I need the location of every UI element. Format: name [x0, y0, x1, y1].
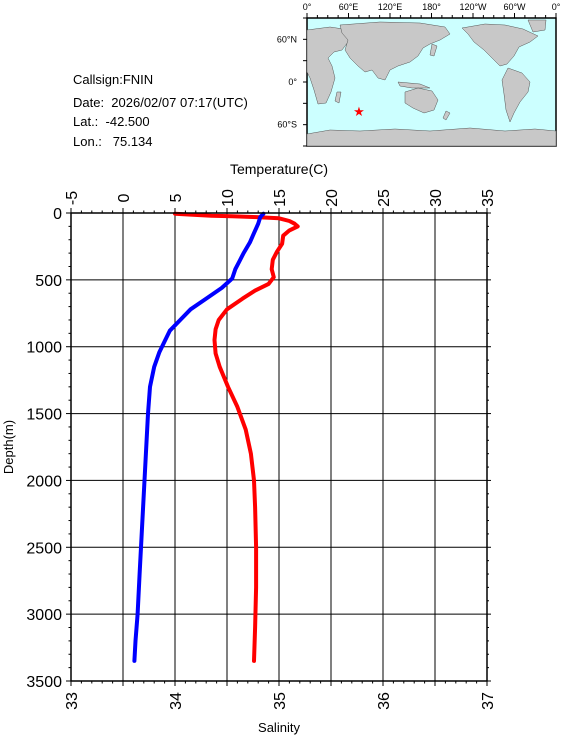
temperature-tick-label: 0 — [116, 193, 133, 202]
x-bottom-axis-title: Salinity — [258, 720, 300, 735]
map-latitude-label: 0° — [288, 77, 297, 87]
map-longitude-label: 60°W — [503, 2, 526, 12]
map-ticks — [303, 13, 557, 147]
map-latitude-labels: 60°N 0° 60°S — [277, 34, 298, 129]
salinity-tick-label: 35 — [272, 692, 289, 710]
map-longitude-label: 180° — [422, 2, 441, 12]
depth-tick-label: 500 — [35, 273, 62, 290]
temperature-tick-label: 15 — [272, 189, 289, 207]
date-label: Date: 2026/02/07 07:17(UTC) — [73, 95, 248, 110]
temperature-tick-label: 20 — [324, 189, 341, 207]
temperature-profile-line — [173, 211, 300, 663]
map-longitude-label: 60°E — [339, 2, 359, 12]
salinity-tick-label: 36 — [376, 692, 393, 710]
depth-tick-label: 0 — [53, 206, 62, 223]
profile-series — [132, 211, 300, 663]
salinity-tick-label: 33 — [64, 692, 81, 710]
temperature-tick-label: 5 — [168, 193, 185, 202]
temperature-tick-label: 35 — [480, 189, 497, 207]
callsign-label: Callsign:FNIN — [73, 72, 154, 87]
map-longitude-labels: 0° 60°E 120°E 180° 120°W 60°W 0° — [303, 2, 561, 12]
map-longitude-label: 0° — [552, 2, 561, 12]
map-land — [306, 19, 557, 147]
depth-tick-label: 1500 — [26, 407, 62, 424]
depth-tick-label: 3000 — [26, 607, 62, 624]
star-marker-icon: ★ — [353, 104, 365, 119]
salinity-profile-line — [132, 211, 266, 663]
salinity-tick-label: 37 — [480, 692, 497, 710]
temperature-tick-label: 10 — [220, 189, 237, 207]
map-longitude-label: 120°W — [459, 2, 487, 12]
salinity-tick-label: 34 — [168, 692, 185, 710]
map-longitude-label: 0° — [303, 2, 312, 12]
location-map: 0° 60°E 120°E 180° 120°W 60°W 0° 60°N 0° 60°S ★ — [277, 2, 561, 147]
map-latitude-label: 60°N — [277, 34, 297, 44]
y-axis-title: Depth(m) — [1, 420, 16, 474]
chart-grid — [70, 212, 488, 682]
depth-tick-label: 2000 — [26, 473, 62, 490]
x-top-axis-title: Temperature(C) — [230, 161, 328, 177]
depth-tick-label: 2500 — [26, 540, 62, 557]
latitude-label: Lat.: -42.500 — [73, 114, 150, 129]
temperature-tick-label: 25 — [376, 189, 393, 207]
longitude-label: Lon.: 75.134 — [73, 134, 153, 149]
temperature-tick-label: -5 — [64, 191, 81, 205]
map-longitude-label: 120°E — [378, 2, 403, 12]
depth-tick-label: 1000 — [26, 340, 62, 357]
depth-tick-label: 3500 — [26, 674, 62, 691]
map-latitude-label: 60°S — [277, 120, 297, 130]
temperature-tick-label: 30 — [428, 189, 445, 207]
